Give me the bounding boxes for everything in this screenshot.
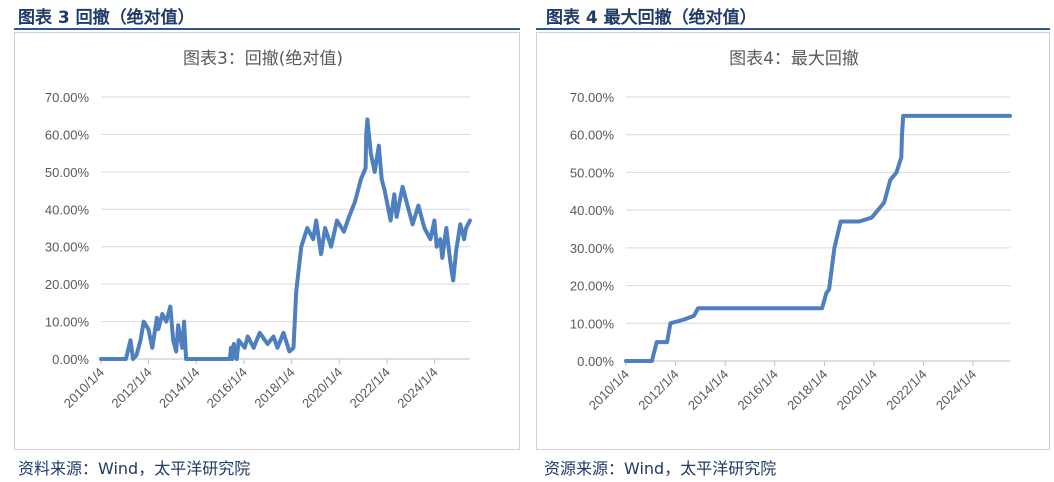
max-drawdown-chart: 图表4：最大回撤 0.00% 10.00% 20.00% 30.00% 40.00% 50.… xyxy=(570,49,1012,413)
y-tick-label: 10.00% xyxy=(570,316,615,331)
x-tick-label: 2022/1/4 xyxy=(883,367,929,413)
series-line xyxy=(624,113,1012,363)
y-tick-label: 60.00% xyxy=(45,127,90,142)
panel-heading-right: 图表 4 最大回撤（绝对值） xyxy=(546,8,757,28)
panel-heading-left: 图表 3 回撤（绝对值） xyxy=(18,8,195,28)
y-tick-label: 40.00% xyxy=(570,203,615,218)
x-tick-label: 2022/1/4 xyxy=(347,365,393,411)
heading-rule-right xyxy=(536,28,1050,30)
y-tick-label: 60.00% xyxy=(570,128,615,143)
y-tick-label: 70.00% xyxy=(45,90,90,105)
x-tick-label: 2010/1/4 xyxy=(586,367,632,413)
source-note-right: 资源来源：Wind，太平洋研究院 xyxy=(544,459,777,478)
y-tick-label: 30.00% xyxy=(570,241,615,256)
series-line xyxy=(99,117,472,361)
y-tick-label: 50.00% xyxy=(570,165,615,180)
heading-rule-left xyxy=(14,28,520,30)
x-tick-label: 2024/1/4 xyxy=(394,365,440,411)
x-tick-label: 2010/1/4 xyxy=(61,365,107,411)
x-tick-label: 2018/1/4 xyxy=(251,365,297,411)
x-tick-label: 2020/1/4 xyxy=(834,367,880,413)
x-tick-label: 2024/1/4 xyxy=(933,367,979,413)
y-tick-label: 40.00% xyxy=(45,202,90,217)
y-tick-label: 10.00% xyxy=(45,315,90,330)
y-tick-label: 0.00% xyxy=(52,352,89,367)
x-tick-label: 2014/1/4 xyxy=(685,367,731,413)
y-tick-label: 20.00% xyxy=(45,277,90,292)
drawdown-chart: 图表3：回撤(绝对值) 0.00% 10.00% 20.00% 30.00% 40.00%… xyxy=(45,49,472,411)
chart-title: 图表4：最大回撤 xyxy=(729,49,859,69)
x-tick-label: 2016/1/4 xyxy=(204,365,250,411)
chart-title: 图表3：回撤(绝对值) xyxy=(183,49,343,69)
y-tick-label: 30.00% xyxy=(45,240,90,255)
chart-frame-left: 图表3：回撤(绝对值) 0.00% 10.00% 20.00% 30.00% 40.00%… xyxy=(14,32,520,450)
y-tick-label: 0.00% xyxy=(577,354,614,369)
y-tick-label: 20.00% xyxy=(570,279,615,294)
x-tick-label: 2014/1/4 xyxy=(156,365,202,411)
x-tick-label: 2018/1/4 xyxy=(784,367,830,413)
x-tick-label: 2012/1/4 xyxy=(108,365,154,411)
x-tick-label: 2012/1/4 xyxy=(635,367,681,413)
y-tick-label: 70.00% xyxy=(570,90,615,105)
source-note-left: 资料来源：Wind，太平洋研究院 xyxy=(18,459,251,478)
x-tick-label: 2016/1/4 xyxy=(734,367,780,413)
x-tick-label: 2020/1/4 xyxy=(299,365,345,411)
y-tick-label: 50.00% xyxy=(45,165,90,180)
chart-frame-right: 图表4：最大回撤 0.00% 10.00% 20.00% 30.00% 40.00% 50.… xyxy=(536,32,1050,450)
